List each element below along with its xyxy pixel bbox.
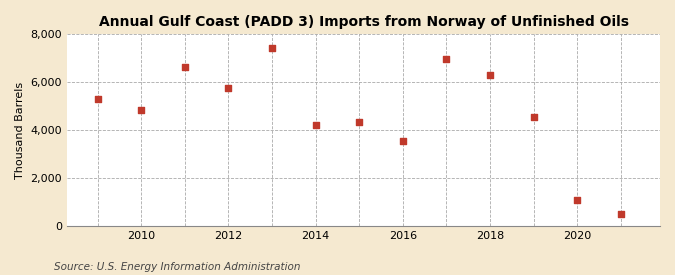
Point [572,197,583,202]
Point [398,139,408,143]
Point [136,108,146,112]
Y-axis label: Thousand Barrels: Thousand Barrels [15,82,25,179]
Point [528,115,539,119]
Text: Source: U.S. Energy Information Administration: Source: U.S. Energy Information Administ… [54,262,300,272]
Point [92,97,103,101]
Title: Annual Gulf Coast (PADD 3) Imports from Norway of Unfinished Oils: Annual Gulf Coast (PADD 3) Imports from … [99,15,628,29]
Point [223,86,234,90]
Point [441,57,452,62]
Point [485,73,495,77]
Point [616,212,626,216]
Point [180,64,190,69]
Point [354,120,364,124]
Point [310,123,321,128]
Point [267,45,277,50]
